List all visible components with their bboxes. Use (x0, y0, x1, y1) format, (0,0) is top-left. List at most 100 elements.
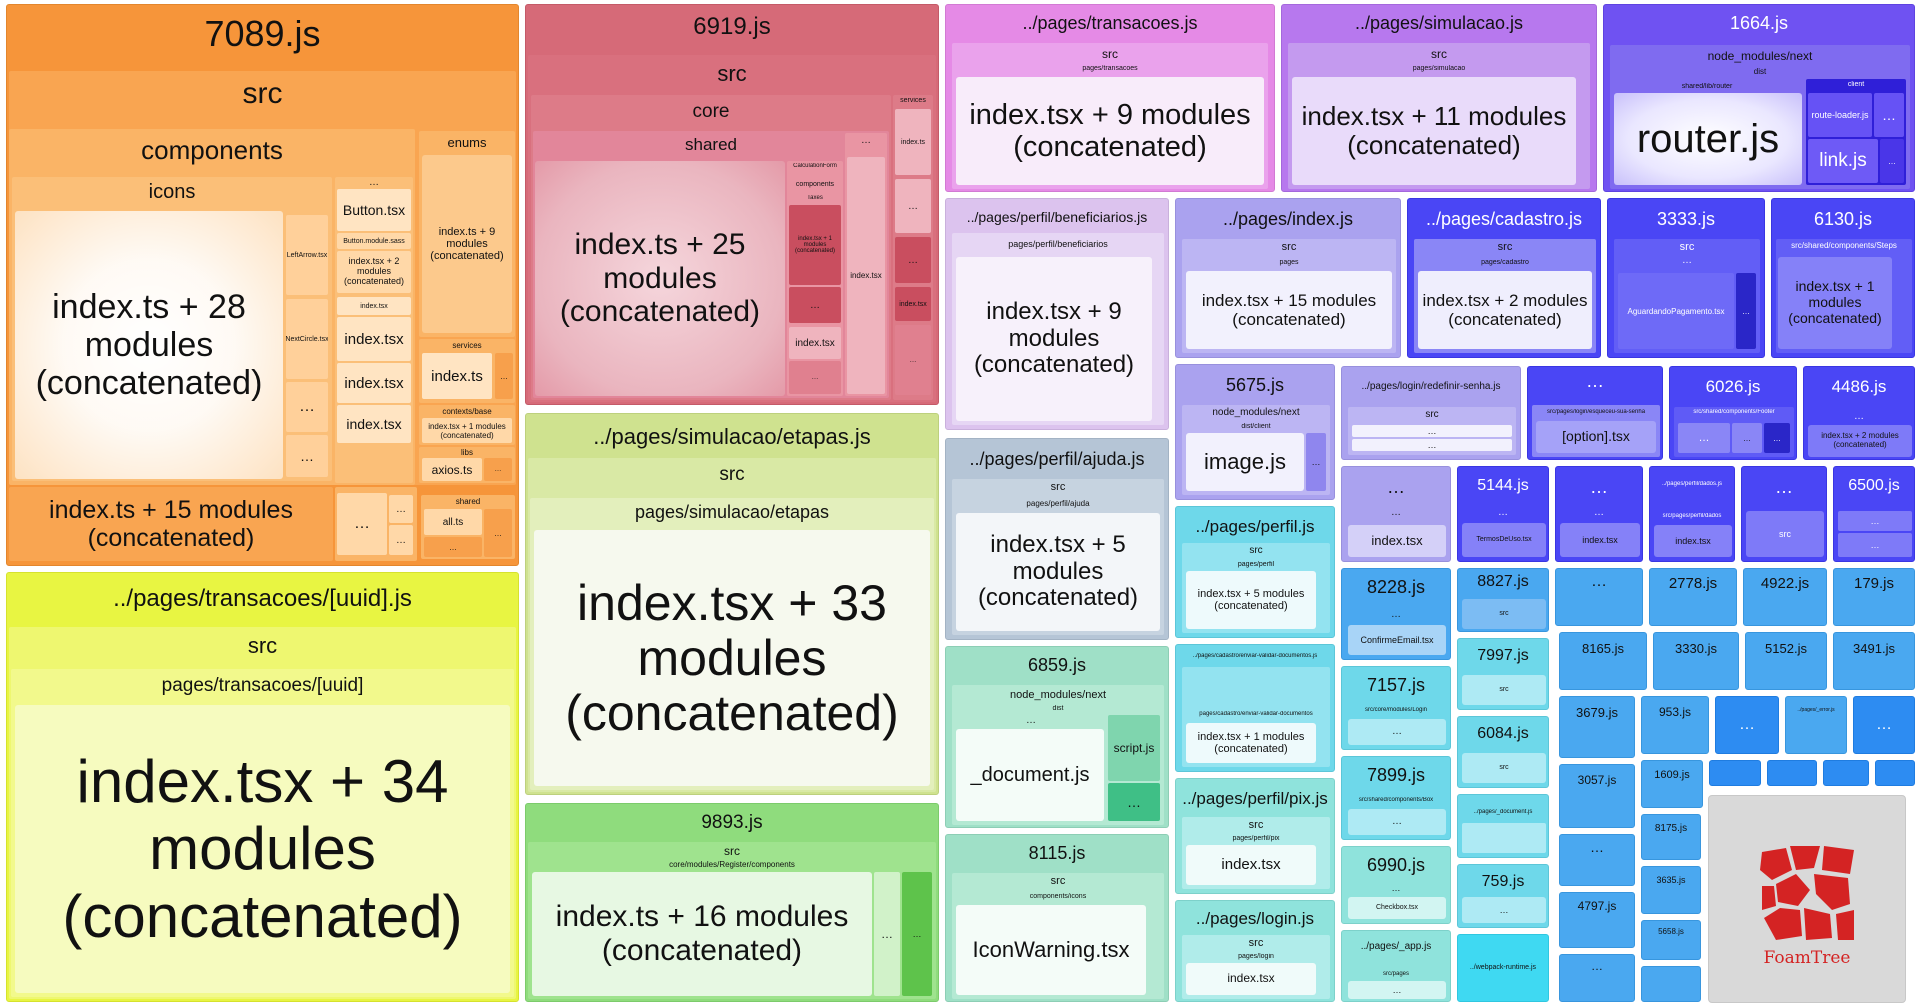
chunk-5675-nm[interactable]: node_modules/next dist/client image.js … (1182, 405, 1330, 495)
chunk-cadastro[interactable]: ../pages/cadastro.js src pages/cadastro … (1407, 198, 1601, 358)
chunk-6130-main-module[interactable]: index.tsx + 1 modules (concatenated) (1778, 257, 1892, 349)
contexts-folder[interactable]: contexts/base index.tsx + 1 modules (con… (419, 405, 515, 445)
chunk-perfil-dados[interactable]: ../pages/perfil/dados.js src/pages/perfi… (1649, 466, 1735, 562)
services-folder[interactable]: services index.ts … (419, 339, 515, 403)
chunk-7997[interactable]: 7997.js src (1457, 638, 1549, 710)
chunk-6859-nm[interactable]: node_modules/next dist … _document.js sc… (952, 685, 1164, 825)
chunk-row2-dots-5[interactable]: … src (1741, 466, 1827, 562)
pdoc-inner[interactable] (1462, 823, 1546, 853)
chunk-3330[interactable]: 3330.js (1653, 632, 1739, 690)
redef-more-2[interactable]: … (1352, 439, 1512, 451)
chunk-row3-dots[interactable]: … (1555, 568, 1643, 626)
chunk-4922[interactable]: 4922.js (1743, 568, 1827, 626)
link-module[interactable]: link.js (1808, 139, 1878, 183)
chunk-pages-document[interactable]: ../pages/_document.js (1457, 794, 1549, 858)
redef-src[interactable]: src … … (1348, 407, 1516, 455)
simulacao-src[interactable]: src pages/simulacao index.tsx + 11 modul… (1288, 43, 1590, 189)
chunk-759-more[interactable]: … (1462, 897, 1546, 923)
iconwarning-module[interactable]: IconWarning.tsx (956, 905, 1146, 995)
chunk-small-bar-3[interactable] (1823, 760, 1869, 786)
chunk-7157[interactable]: 7157.js src/core/modules/Login … (1341, 666, 1451, 750)
icons-folder[interactable]: icons index.ts + 28 modules (concatenate… (12, 177, 332, 481)
chunk-8827[interactable]: 8827.js src (1457, 568, 1549, 632)
chunk-6130[interactable]: 6130.js src/shared/components/Steps inde… (1771, 198, 1915, 358)
chunk-8228[interactable]: 8228.js … ConfirmeEmail.tsx (1341, 568, 1451, 660)
bottom-main-module[interactable]: index.ts + 15 modules (concatenated) (49, 496, 293, 552)
aguardando-module[interactable]: AguardandoPagamento.tsx (1618, 273, 1734, 349)
chunk-9893-more-2[interactable]: … (902, 872, 932, 996)
shared-main-module[interactable]: index.ts + 25 modules (concatenated) (535, 161, 785, 396)
client-more[interactable]: … (1874, 93, 1904, 137)
enums-main-module[interactable]: index.ts + 9 modules (concatenated) (422, 155, 512, 333)
chunk-row6-dots[interactable]: … (1559, 834, 1635, 886)
chunk-3333-src[interactable]: src … AguardandoPagamento.tsx … (1614, 239, 1760, 353)
services-folder[interactable]: services index.ts … … index.tsx … (893, 95, 933, 400)
esq-path[interactable]: src/pages/login/esqueceu-sua-senha [opti… (1532, 405, 1660, 457)
document-module[interactable]: _document.js (956, 729, 1104, 821)
calc-index-module[interactable]: index.tsx (789, 327, 841, 359)
leftarrow-module[interactable]: LeftArrow.tsx (286, 215, 328, 295)
chunk-transacoes[interactable]: ../pages/transacoes.js src pages/transac… (945, 4, 1275, 192)
shared-right-index[interactable]: index.tsx (847, 157, 885, 394)
transacoes-src[interactable]: src pages/transacoes index.tsx + 9 modul… (952, 43, 1268, 189)
chunk-webpack-runtime[interactable]: ../webpack-runtime.js (1457, 934, 1549, 1002)
chunk-6859[interactable]: 6859.js node_modules/next dist … _docume… (945, 646, 1169, 828)
chunk-row2-dots-1[interactable]: … … index.tsx (1341, 466, 1451, 562)
chunk-6026[interactable]: 6026.js src/shared/components/Footer … …… (1669, 366, 1797, 460)
row2-dots-5-src[interactable]: src (1746, 511, 1824, 557)
checkbox-module[interactable]: Checkbox.tsx (1348, 897, 1446, 919)
shared-folder[interactable]: shared index.ts + 25 modules (concatenat… (533, 131, 889, 398)
chunk-ajuda[interactable]: ../pages/perfil/ajuda.js src pages/perfi… (945, 438, 1169, 640)
button-folder-index-4[interactable]: index.tsx (337, 405, 411, 443)
chunk-simulacao-etapas[interactable]: ../pages/simulacao/etapas.js src pages/s… (525, 413, 939, 795)
beneficiarios-main-module[interactable]: index.tsx + 9 modules (concatenated) (956, 257, 1152, 421)
chunk-redefinir-senha[interactable]: ../pages/login/redefinir-senha.js src … … (1341, 366, 1521, 460)
chunk-6500-more-2[interactable]: … (1838, 533, 1912, 557)
services-more[interactable]: … (495, 353, 513, 399)
services-more-4[interactable]: … (895, 325, 931, 395)
chunk-6919-src[interactable]: src core shared index.ts + 25 modules (c… (528, 55, 936, 402)
chunk-4486-main-module[interactable]: index.tsx + 2 modules (concatenated) (1808, 425, 1912, 457)
row2-dots-1-index[interactable]: index.tsx (1348, 525, 1446, 557)
chunk-3635[interactable]: 3635.js (1641, 866, 1701, 914)
chunk-7899[interactable]: 7899.js src/shared/components/Box … (1341, 756, 1451, 840)
icons-more-1[interactable]: … (286, 382, 328, 432)
chunk-5675[interactable]: 5675.js node_modules/next dist/client im… (1175, 364, 1335, 500)
icons-more-2[interactable]: … (286, 435, 328, 477)
chunk-small-bar-1[interactable] (1709, 760, 1761, 786)
chunk-8115[interactable]: 8115.js src components/icons IconWarning… (945, 834, 1169, 1002)
chunk-6026-more-1[interactable]: … (1678, 423, 1730, 453)
chunk-simulacao[interactable]: ../pages/simulacao.js src pages/simulaca… (1281, 4, 1597, 192)
ajuda-main-module[interactable]: index.tsx + 5 modules (concatenated) (956, 513, 1160, 631)
chunk-beneficiarios[interactable]: ../pages/perfil/beneficiarios.js pages/p… (945, 198, 1169, 430)
calc-more-2[interactable]: … (789, 361, 841, 394)
chunk-5152[interactable]: 5152.js (1745, 632, 1827, 690)
shared-more-1[interactable]: … (424, 537, 482, 557)
pix-src[interactable]: src pages/perfil/pix index.tsx (1182, 817, 1330, 889)
chunk-esqueceu-senha[interactable]: … src/pages/login/esqueceu-sua-senha [op… (1527, 366, 1663, 460)
envdoc-main-module[interactable]: index.tsx + 1 modules (concatenated) (1186, 723, 1316, 763)
dados-main-module[interactable]: index.tsx (1654, 525, 1732, 557)
button-folder-index-2[interactable]: index.tsx (337, 317, 411, 361)
bottom-module-area[interactable]: index.ts + 15 modules (concatenated) (9, 487, 333, 561)
button-folder[interactable]: … Button.tsx Button.module.sass index.ts… (335, 177, 413, 483)
chunk-6026-more-2[interactable]: … (1732, 423, 1762, 453)
chunk-6084[interactable]: 6084.js src (1457, 716, 1549, 788)
image-module[interactable]: image.js (1186, 433, 1304, 491)
client-more-2[interactable]: … (1880, 139, 1904, 183)
nextcircle-module[interactable]: NextCircle.tsx (286, 299, 328, 379)
services-index-module[interactable]: index.ts (895, 109, 931, 175)
chunk-pages-app[interactable]: ../pages/_app.js src/pages … (1341, 930, 1451, 1002)
concat2-module[interactable]: index.tsx + 2 modules (concatenated) (337, 251, 411, 293)
cadastro-src[interactable]: src pages/cadastro index.tsx + 2 modules… (1414, 239, 1596, 353)
chunk-3057[interactable]: 3057.js (1559, 764, 1635, 828)
icons-main-module[interactable]: index.ts + 28 modules (concatenated) (15, 211, 283, 479)
router-module[interactable]: router.js (1614, 93, 1802, 185)
chunk-8115-src[interactable]: src components/icons IconWarning.tsx (952, 873, 1164, 999)
chunk-5144[interactable]: 5144.js … TermosDeUso.tsx (1457, 466, 1549, 562)
button-folder-index-3[interactable]: index.tsx (337, 363, 411, 403)
transacoes-uuid-main-module[interactable]: index.tsx + 34 modules (concatenated) (15, 705, 510, 993)
services-more-2[interactable]: … (895, 237, 931, 283)
chunk-6859-more[interactable]: … (1108, 783, 1160, 821)
services-more-3[interactable]: index.tsx (895, 287, 931, 321)
